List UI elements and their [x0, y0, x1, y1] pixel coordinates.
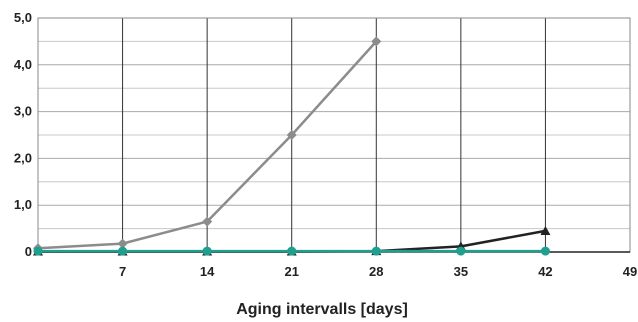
data-point — [286, 130, 297, 140]
y-tick-label: 3,0 — [14, 104, 32, 119]
data-point — [287, 246, 297, 256]
data-point — [118, 246, 128, 256]
y-tick-label: 2,0 — [14, 150, 32, 165]
data-point — [117, 238, 128, 249]
x-tick-label: 21 — [284, 264, 298, 279]
x-tick-label: 42 — [538, 264, 552, 279]
series-circle — [33, 246, 550, 256]
data-point — [371, 246, 381, 256]
grid — [37, 17, 631, 253]
x-tick-label: 49 — [623, 264, 637, 279]
data-point — [33, 246, 43, 256]
data-point — [202, 216, 213, 227]
y-tick-label: 1,0 — [14, 197, 32, 212]
y-tick-label: 0 — [25, 244, 32, 259]
data-point — [456, 246, 466, 256]
tick-labels: 0 1,0 2,0 3,0 4,0 5,0 7 14 21 28 35 42 49 — [14, 10, 637, 279]
data-point — [202, 246, 212, 256]
x-tick-label: 28 — [369, 264, 383, 279]
y-tick-label: 5,0 — [14, 10, 32, 25]
x-tick-label: 14 — [200, 264, 215, 279]
data-point — [540, 246, 550, 256]
x-axis-title: Aging intervalls [days] — [236, 301, 408, 318]
x-tick-label: 35 — [454, 264, 468, 279]
x-tick-label: 7 — [119, 264, 126, 279]
series-group — [33, 36, 551, 256]
data-point — [540, 225, 551, 235]
data-point — [371, 36, 382, 47]
y-tick-label: 4,0 — [14, 57, 32, 72]
